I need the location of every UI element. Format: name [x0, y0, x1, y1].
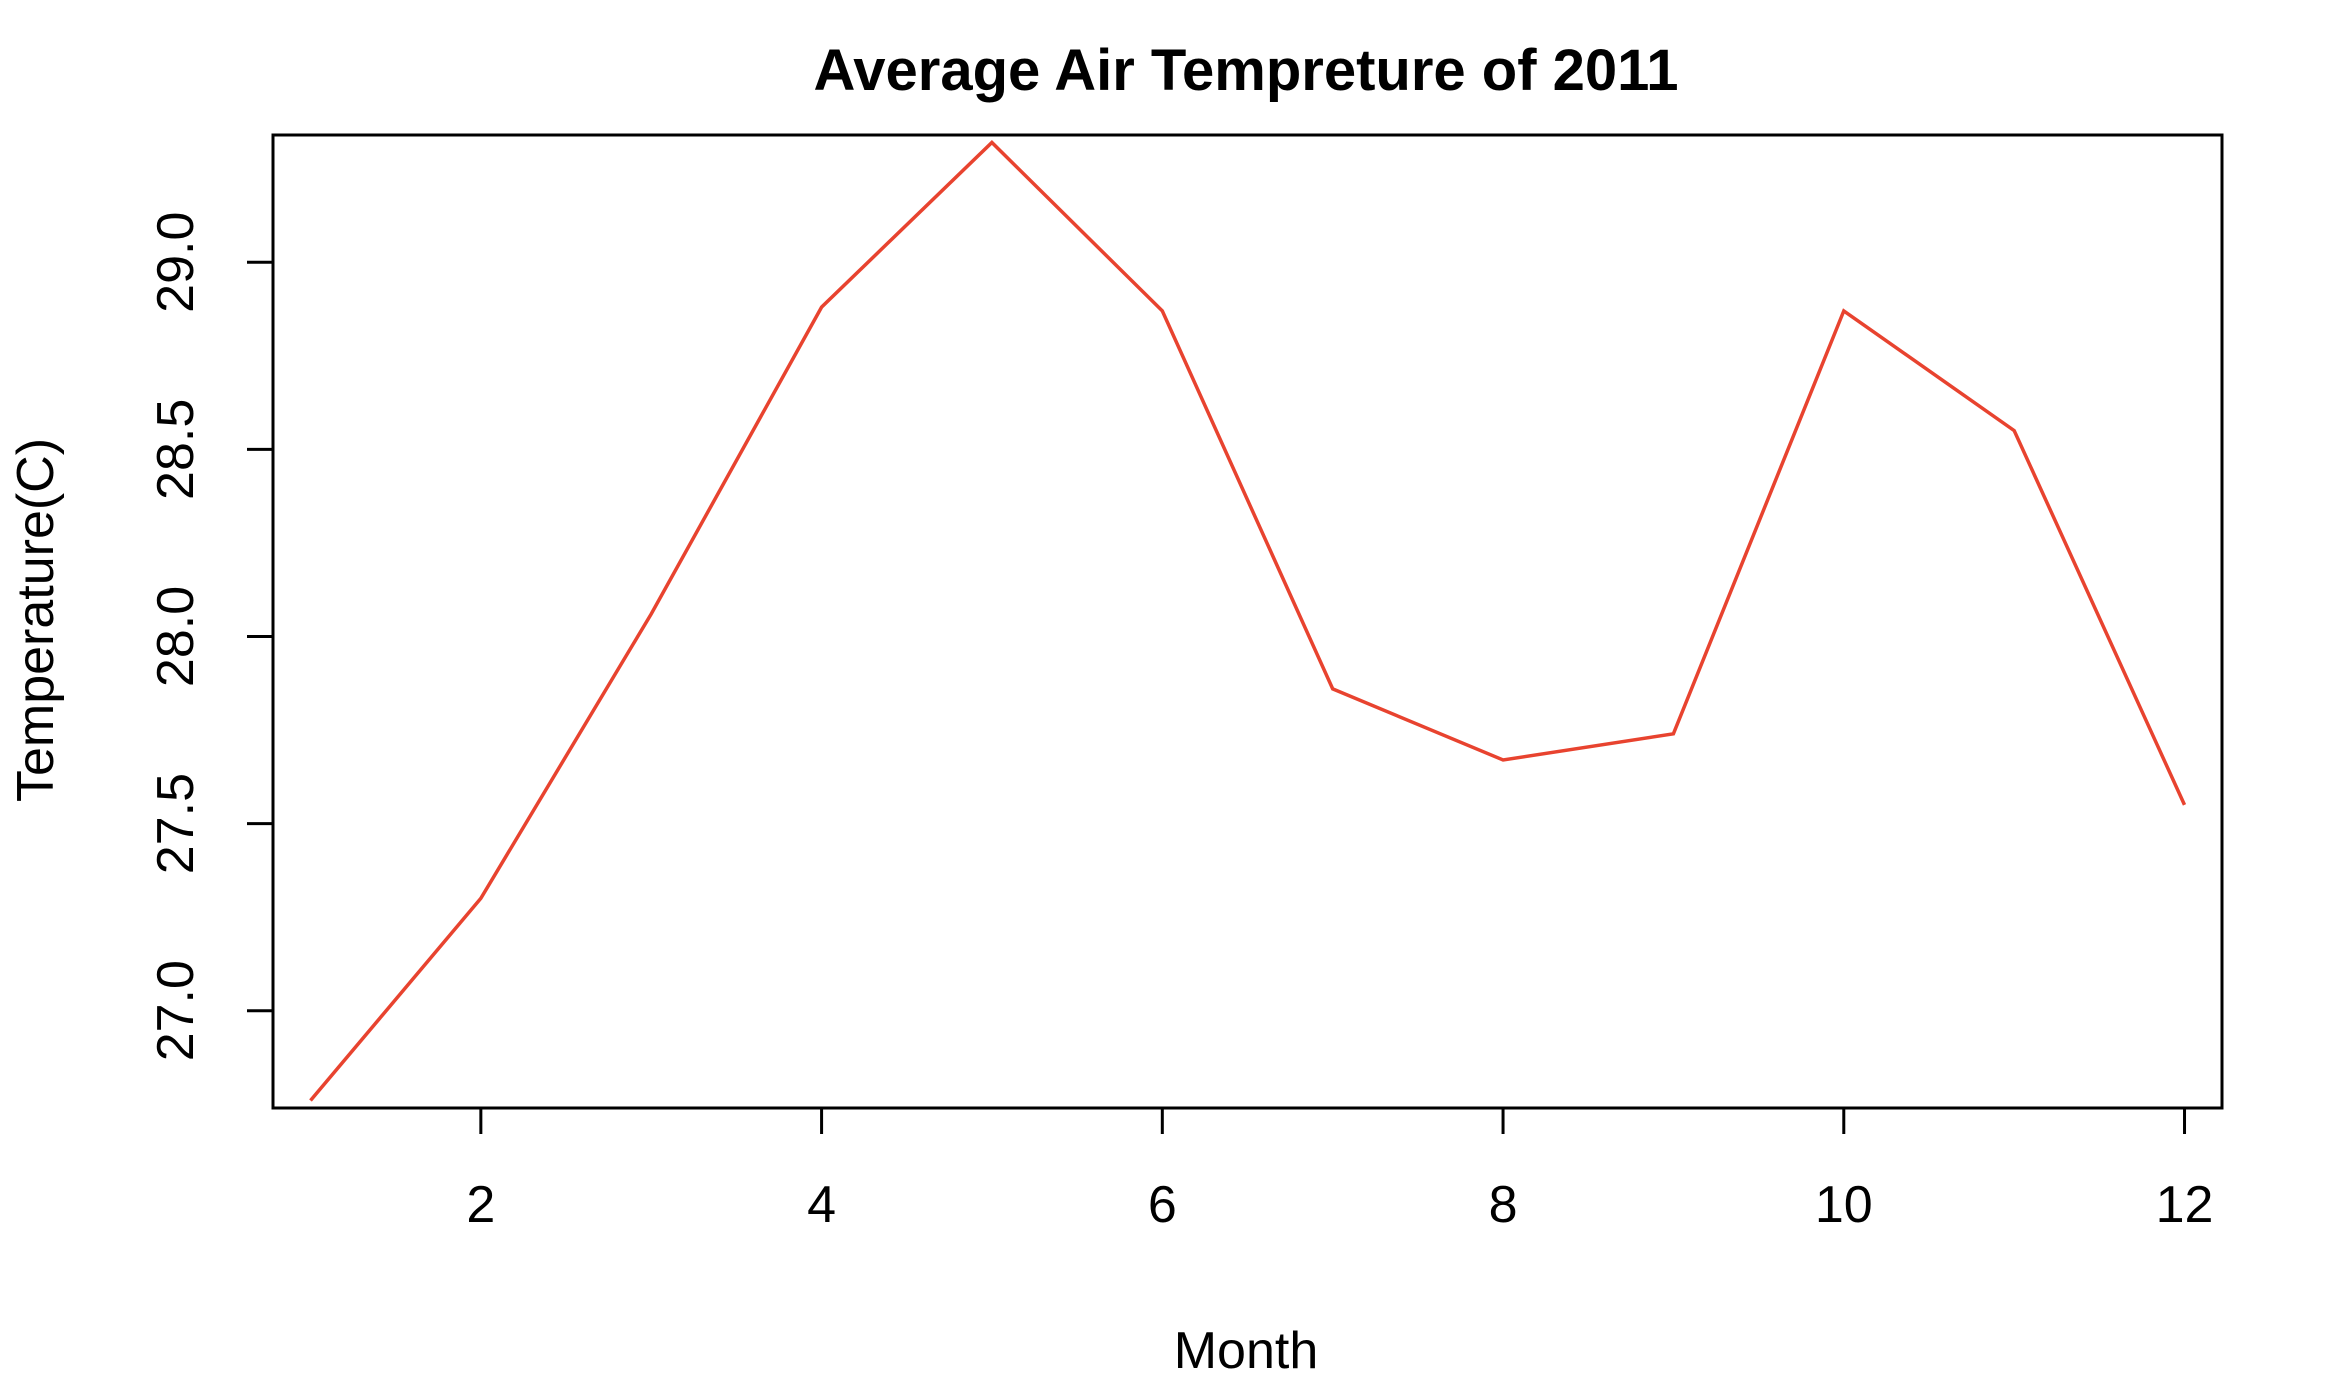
y-tick-label: 28.5 [147, 399, 205, 500]
x-tick-label: 12 [2156, 1176, 2214, 1234]
series-line [309, 140, 2187, 1102]
x-tick-label: 8 [1489, 1176, 1518, 1234]
y-tick-label: 29.0 [147, 212, 205, 313]
y-tick-label: 27.0 [147, 960, 205, 1061]
x-tick-label: 2 [466, 1176, 495, 1234]
y-axis: 27.0 27.5 28.0 28.5 29.0 [147, 212, 273, 1061]
x-axis-label: Month [1174, 1322, 1319, 1380]
series-layer [309, 140, 2187, 1102]
x-tick-label: 4 [807, 1176, 836, 1234]
y-axis-label: Temperature(C) [7, 438, 65, 802]
x-tick-label: 6 [1148, 1176, 1177, 1234]
x-tick-label: 10 [1815, 1176, 1873, 1234]
chart-title: Average Air Tempreture of 2011 [814, 38, 1679, 103]
x-axis: 2 4 6 8 10 12 [466, 1108, 2213, 1234]
plot-frame [271, 133, 2224, 1110]
y-tick-label: 27.5 [147, 773, 205, 874]
y-tick-label: 28.0 [147, 586, 205, 687]
